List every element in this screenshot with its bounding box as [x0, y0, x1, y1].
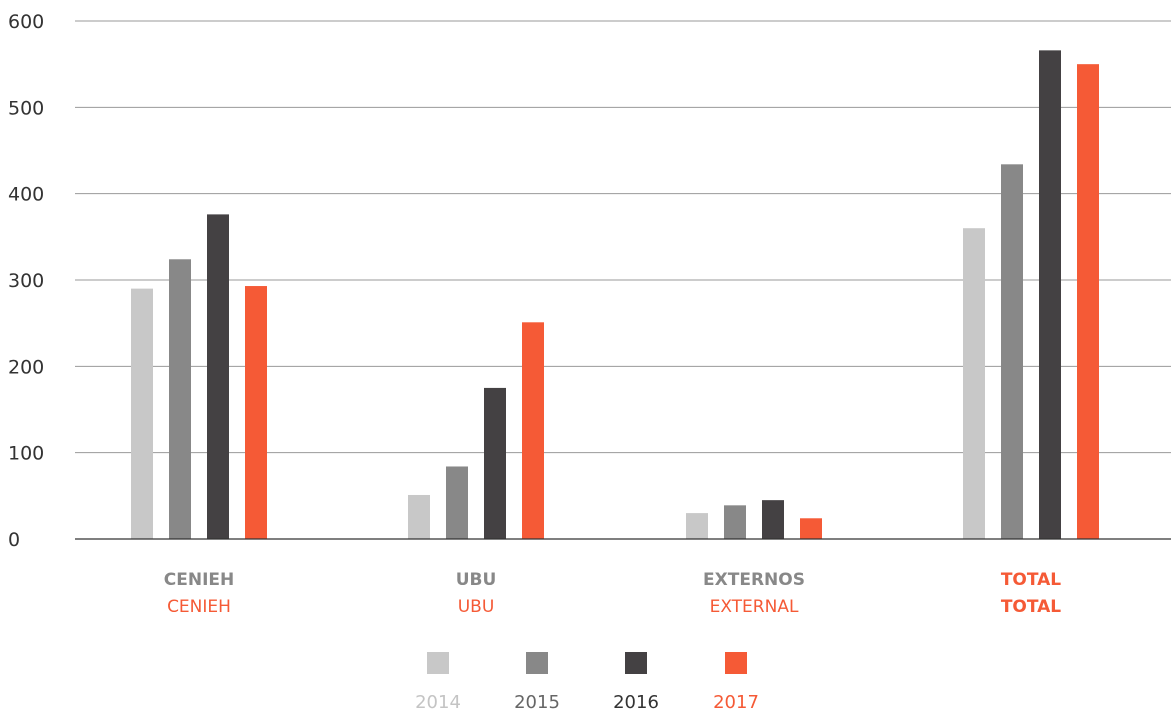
y-tick-label-600: 600: [8, 11, 44, 33]
y-tick-label-200: 200: [8, 356, 44, 378]
category-label-en-ubu: UBU: [458, 597, 495, 617]
category-label-externos: EXTERNOS: [703, 570, 805, 590]
category-labels: CENIEH CENIEH UBU UBU EXTERNOS EXTERNAL TOTAL T…: [164, 570, 1062, 617]
bar-externos-2016: [762, 500, 784, 539]
legend: 2014 2015 2016 2017: [415, 652, 759, 710]
bar-cenieh-2015: [169, 259, 191, 539]
category-label-total: TOTAL: [1001, 570, 1061, 590]
y-tick-label-0: 0: [8, 529, 20, 551]
legend-label-2014: 2014: [415, 692, 461, 710]
bars: [131, 50, 1099, 540]
y-tick-label-300: 300: [8, 270, 44, 292]
bar-cenieh-2016: [207, 214, 229, 540]
bar-total-2017: [1077, 64, 1099, 540]
bar-total-2014: [963, 228, 985, 539]
bar-externos-2015: [724, 505, 746, 539]
legend-label-2015: 2015: [514, 692, 560, 710]
legend-swatch-2015: [526, 652, 548, 674]
category-label-en-total: TOTAL: [1001, 597, 1061, 617]
bar-ubu-2015: [446, 466, 468, 539]
bar-total-2016: [1039, 50, 1061, 539]
y-tick-label-100: 100: [8, 443, 44, 465]
bar-ubu-2016: [484, 387, 506, 539]
category-label-cenieh: CENIEH: [164, 570, 234, 590]
category-label-en-external: EXTERNAL: [710, 597, 799, 617]
legend-label-2017: 2017: [713, 692, 759, 710]
bar-total-2015: [1001, 164, 1023, 539]
bar-cenieh-2017: [245, 286, 267, 539]
bar-ubu-2017: [522, 322, 544, 539]
y-axis-ticks: 0 100 200 300 400 500 600: [8, 11, 44, 551]
bar-externos-2014: [686, 513, 708, 539]
legend-swatch-2017: [725, 652, 747, 674]
category-label-en-cenieh: CENIEH: [167, 597, 231, 617]
legend-label-2016: 2016: [613, 692, 659, 710]
legend-swatch-2014: [427, 652, 449, 674]
y-tick-label-400: 400: [8, 184, 44, 206]
bar-externos-2017: [800, 518, 822, 539]
legend-swatch-2016: [625, 652, 647, 674]
category-label-ubu: UBU: [456, 570, 497, 590]
bar-cenieh-2014: [131, 288, 153, 539]
bar-ubu-2014: [408, 494, 430, 539]
y-tick-label-500: 500: [8, 97, 44, 119]
